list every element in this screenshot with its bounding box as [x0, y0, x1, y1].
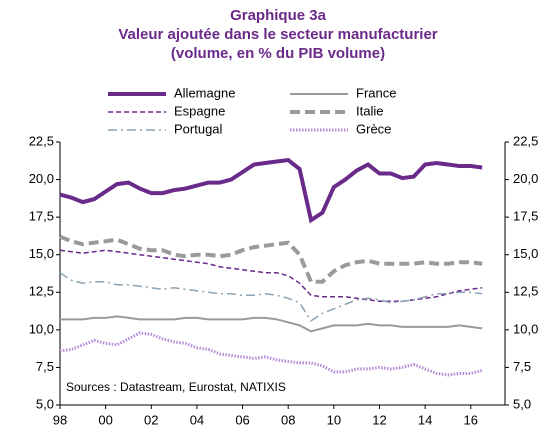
y2-tick-label: 10,0 — [513, 321, 538, 336]
y2-tick-label: 15,0 — [513, 246, 538, 261]
y2-tick-label: 20,0 — [513, 171, 538, 186]
y-tick-label: 12,5 — [29, 284, 54, 299]
series-line — [59, 157, 483, 224]
y2-tick-label: 17,5 — [513, 209, 538, 224]
series-line — [59, 234, 483, 284]
legend-label: Allemagne — [174, 85, 235, 100]
x-tick-label: 12 — [372, 412, 386, 427]
y-tick-label: 5,0 — [36, 396, 54, 411]
x-tick-label: 14 — [418, 412, 432, 427]
x-tick-label: 08 — [281, 412, 295, 427]
legend-label: Espagne — [174, 103, 225, 118]
x-tick-label: 02 — [144, 412, 158, 427]
series-line — [60, 315, 483, 333]
x-tick-label: 00 — [98, 412, 112, 427]
y-tick-label: 7,5 — [36, 359, 54, 374]
y2-tick-label: 7,5 — [513, 359, 531, 374]
x-tick-label: 10 — [327, 412, 341, 427]
x-tick-label: 04 — [190, 412, 204, 427]
series-line — [59, 249, 483, 303]
legend-label: France — [356, 85, 396, 100]
chart-subtitle: Valeur ajoutée dans le secteur manufactu… — [118, 26, 437, 43]
x-tick-label: 16 — [464, 412, 478, 427]
y-tick-label: 15,0 — [29, 246, 54, 261]
y-tick-label: 10,0 — [29, 321, 54, 336]
legend-label: Italie — [356, 103, 383, 118]
y2-tick-label: 12,5 — [513, 284, 538, 299]
y-tick-label: 17,5 — [29, 209, 54, 224]
y2-tick-label: 5,0 — [513, 396, 531, 411]
x-tick-label: 98 — [53, 412, 67, 427]
source-note: Sources : Datastream, Eurostat, NATIXIS — [66, 380, 286, 394]
series-line — [59, 272, 483, 322]
y-tick-label: 20,0 — [29, 171, 54, 186]
legend-label: Portugal — [174, 121, 223, 136]
x-tick-label: 06 — [235, 412, 249, 427]
y2-tick-label: 22,5 — [513, 133, 538, 148]
chart-title: Graphique 3a — [230, 7, 327, 24]
legend-label: Grèce — [356, 121, 391, 136]
series-line — [59, 331, 483, 377]
y-tick-label: 22,5 — [29, 133, 54, 148]
chart-subtitle: (volume, en % du PIB volume) — [171, 45, 385, 62]
